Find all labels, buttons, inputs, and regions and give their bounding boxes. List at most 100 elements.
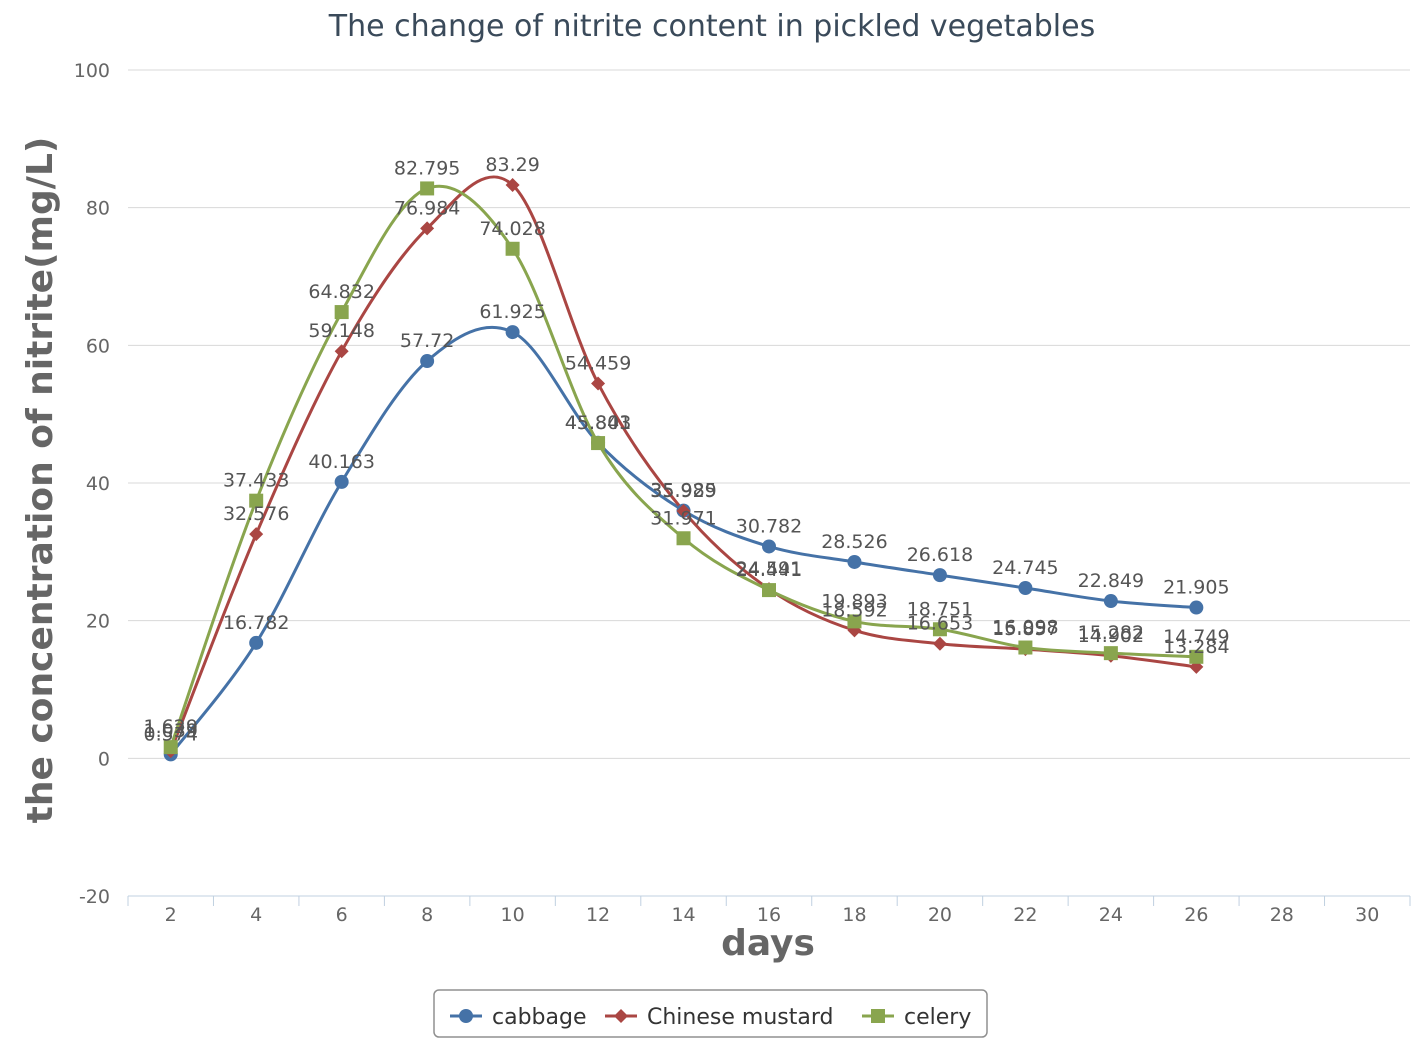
- data-label-celery: 15.282: [1078, 622, 1144, 644]
- data-point-celery: [676, 531, 691, 546]
- data-label-celery: 64.832: [308, 281, 374, 303]
- data-point-cabbage: [932, 568, 947, 583]
- y-tick-label: 60: [86, 335, 110, 357]
- data-label-cabbage: 24.745: [992, 557, 1058, 579]
- data-point-celery: [1018, 640, 1033, 655]
- x-axis: 2 4 6 8 10 12 14 16 18 20 22 24 26 28 30: [127, 896, 1411, 926]
- data-label-cabbage: 57.72: [400, 330, 454, 352]
- data-point-cabbage: [847, 554, 862, 569]
- y-tick-label: 100: [74, 60, 110, 82]
- data-point-cabbage: [334, 474, 349, 489]
- legend-label-cabbage: cabbage: [492, 1005, 587, 1030]
- legend-marker-celery: [871, 1009, 885, 1023]
- data-point-chinese-mustard: [932, 636, 947, 651]
- x-tick-label: 16: [757, 904, 781, 926]
- data-point-chinese-mustard: [334, 344, 349, 359]
- x-tick-label: 18: [842, 904, 866, 926]
- data-label-chinese-mustard: 35.929: [650, 480, 716, 502]
- series-line-celery: [169, 184, 1197, 748]
- x-tick-label: 2: [165, 904, 177, 926]
- data-label-celery: 19.893: [821, 590, 887, 612]
- series-markers: [163, 178, 1204, 762]
- legend-marker-cabbage: [459, 1009, 473, 1023]
- grid-lines: [128, 69, 1410, 897]
- data-point-chinese-mustard: [420, 221, 435, 236]
- data-point-celery: [1103, 646, 1118, 661]
- data-point-cabbage: [420, 354, 435, 369]
- x-tick-label: 20: [928, 904, 952, 926]
- x-tick-label: 28: [1270, 904, 1294, 926]
- data-label-celery: 37.433: [223, 470, 289, 492]
- legend-box: [433, 989, 988, 1038]
- x-tick-label: 10: [501, 904, 525, 926]
- x-tick-label: 6: [336, 904, 348, 926]
- data-point-celery: [249, 493, 264, 508]
- data-label-celery: 18.751: [907, 598, 973, 620]
- data-label-cabbage: 16.782: [223, 612, 289, 634]
- data-labels: 0.574 16.782 40.163 57.72 61.925 45.843 35.985…: [144, 154, 1230, 745]
- data-point-cabbage: [1018, 581, 1033, 596]
- series-lines: [169, 175, 1197, 756]
- data-label-chinese-mustard: 13.284: [1163, 636, 1229, 658]
- data-point-cabbage: [505, 325, 520, 340]
- data-label-cabbage: 40.163: [308, 451, 374, 473]
- x-tick-label: 26: [1184, 904, 1208, 926]
- data-point-cabbage: [1189, 600, 1204, 615]
- x-tick-label: 4: [250, 904, 262, 926]
- data-point-cabbage: [249, 635, 264, 650]
- data-label-chinese-mustard: 24.591: [736, 558, 802, 580]
- data-label-chinese-mustard: 54.459: [565, 352, 631, 374]
- data-point-celery: [591, 436, 606, 451]
- data-label-cabbage: 28.526: [821, 531, 887, 553]
- data-point-celery: [1189, 649, 1204, 664]
- y-tick-label: 80: [86, 198, 110, 220]
- data-point-celery: [505, 241, 520, 256]
- data-point-chinese-mustard: [676, 504, 691, 519]
- x-axis-label: days: [721, 923, 815, 964]
- y-tick-label: 0: [98, 748, 110, 770]
- data-label-celery: 14.749: [1163, 626, 1229, 648]
- y-tick-label: 20: [86, 611, 110, 633]
- data-label-chinese-mustard: 18.592: [821, 599, 887, 621]
- y-axis-label: the concentration of nitrite(mg/L): [20, 137, 61, 824]
- data-label-celery: 74.028: [479, 218, 545, 240]
- data-point-chinese-mustard: [505, 178, 520, 193]
- data-label-chinese-mustard: 16.653: [907, 613, 973, 635]
- chart-title: The change of nitrite content in pickled…: [328, 9, 1095, 44]
- data-label-cabbage: 22.849: [1078, 570, 1144, 592]
- data-label-celery: 82.795: [394, 157, 460, 179]
- y-tick-label: 40: [86, 473, 110, 495]
- data-label-celery: 31.971: [650, 507, 716, 529]
- data-point-celery: [762, 583, 776, 598]
- x-tick-label: 14: [671, 904, 695, 926]
- data-label-cabbage: 26.618: [907, 544, 973, 566]
- series-line-cabbage: [169, 325, 1197, 756]
- y-tick-label: -20: [79, 886, 110, 908]
- x-tick-label: 22: [1013, 904, 1037, 926]
- legend-marker-chinese-mustard: [614, 1009, 628, 1023]
- x-tick-label: 8: [421, 904, 433, 926]
- data-label-cabbage: 35.985: [650, 480, 716, 502]
- data-point-chinese-mustard: [591, 376, 606, 391]
- data-label-chinese-mustard: 76.984: [394, 197, 460, 219]
- data-point-celery: [932, 622, 947, 637]
- data-label-chinese-mustard: 1.039: [144, 720, 198, 742]
- data-label-celery: 16.098: [992, 617, 1058, 639]
- legend: cabbage Chinese mustard celery: [433, 989, 988, 1038]
- data-label-chinese-mustard: 14.902: [1078, 625, 1144, 647]
- data-label-cabbage: 45.843: [565, 412, 631, 434]
- data-point-celery: [847, 614, 862, 629]
- data-label-cabbage: 61.925: [479, 301, 545, 323]
- data-label-celery: 24.441: [736, 559, 802, 581]
- data-label-cabbage: 30.782: [736, 515, 802, 537]
- x-tick-label: 12: [586, 904, 610, 926]
- data-point-celery: [420, 181, 435, 196]
- data-label-chinese-mustard: 32.576: [223, 503, 289, 525]
- legend-label-celery: celery: [904, 1005, 971, 1030]
- data-point-cabbage: [762, 539, 776, 554]
- data-point-celery: [163, 740, 178, 755]
- data-label-celery: 45.801: [565, 412, 631, 434]
- data-label-celery: 1.629: [144, 716, 198, 738]
- x-tick-label: 30: [1355, 904, 1379, 926]
